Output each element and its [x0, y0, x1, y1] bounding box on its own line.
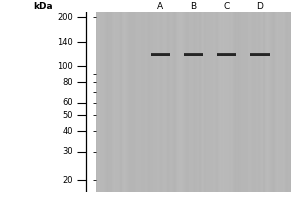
- Bar: [151, 53, 170, 56]
- Bar: [250, 53, 269, 56]
- Text: D: D: [256, 2, 263, 11]
- Text: 40: 40: [63, 127, 73, 136]
- Bar: [250, 53, 269, 54]
- Text: A: A: [157, 2, 164, 11]
- Text: 140: 140: [58, 38, 73, 47]
- Text: C: C: [224, 2, 230, 11]
- Text: 20: 20: [63, 176, 73, 185]
- Bar: [217, 53, 236, 56]
- Bar: [184, 53, 203, 56]
- Bar: [184, 53, 203, 54]
- Text: 100: 100: [58, 62, 73, 71]
- Text: kDa: kDa: [34, 2, 53, 11]
- Text: 60: 60: [63, 98, 73, 107]
- Bar: [151, 53, 170, 54]
- Text: 50: 50: [63, 111, 73, 120]
- Bar: [217, 53, 236, 54]
- Text: 200: 200: [58, 13, 73, 22]
- Text: B: B: [190, 2, 196, 11]
- Text: 80: 80: [63, 78, 73, 87]
- Text: 30: 30: [63, 147, 73, 156]
